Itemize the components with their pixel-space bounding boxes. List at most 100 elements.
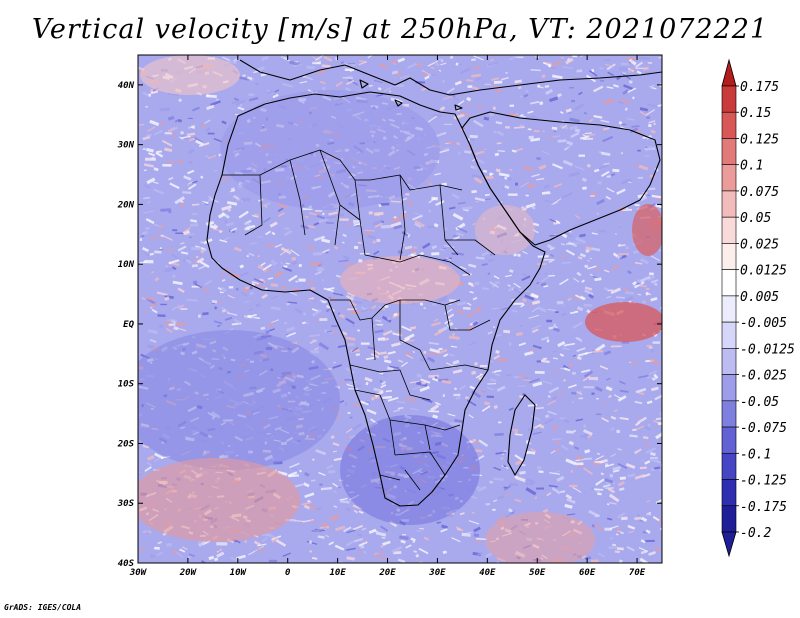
- speckle-cell: [197, 314, 201, 318]
- speckle-cell: [265, 330, 270, 335]
- speckle-cell: [304, 472, 310, 477]
- colorbar-swatch: [721, 164, 737, 192]
- speckle-cell: [248, 96, 259, 102]
- speckle-cell: [413, 245, 418, 250]
- speckle-cell: [617, 244, 626, 247]
- speckle-cell: [344, 379, 353, 381]
- speckle-cell: [257, 264, 264, 270]
- speckle-cell: [198, 142, 210, 148]
- speckle-cell: [561, 66, 574, 69]
- speckle-cell: [546, 244, 553, 250]
- speckle-cell: [451, 193, 460, 200]
- speckle-cell: [509, 269, 514, 273]
- speckle-cell: [438, 149, 450, 154]
- speckle-cell: [155, 232, 165, 239]
- speckle-cell: [600, 80, 605, 82]
- colorbar-swatch: [721, 321, 737, 349]
- lat-tick-label: 20S: [117, 439, 135, 449]
- speckle-cell: [642, 136, 647, 139]
- speckle-cell: [178, 98, 183, 103]
- speckle-cell: [304, 492, 315, 499]
- speckle-cell: [415, 553, 420, 558]
- speckle-cell: [298, 263, 302, 268]
- speckle-cell: [594, 277, 602, 282]
- speckle-cell: [438, 347, 443, 351]
- speckle-cell: [550, 450, 556, 454]
- speckle-cell: [614, 526, 623, 533]
- speckle-cell: [248, 252, 255, 257]
- speckle-cell: [346, 292, 356, 298]
- speckle-cell: [650, 376, 656, 379]
- speckle-cell: [383, 86, 392, 93]
- speckle-cell: [325, 307, 331, 313]
- speckle-cell: [629, 66, 637, 72]
- speckle-cell: [598, 164, 609, 170]
- speckle-cell: [489, 172, 494, 176]
- speckle-cell: [452, 359, 460, 365]
- speckle-cell: [645, 447, 656, 454]
- speckle-cell: [480, 390, 486, 393]
- speckle-cell: [553, 183, 563, 188]
- speckle-cell: [581, 369, 591, 373]
- speckle-cell: [474, 281, 480, 286]
- speckle-cell: [349, 69, 353, 73]
- speckle-cell: [565, 494, 573, 500]
- colorbar-label: -0.175: [740, 500, 787, 515]
- colorbar-swatch: [721, 374, 737, 402]
- speckle-cell: [442, 95, 453, 101]
- speckle-cell: [544, 85, 550, 88]
- speckle-cell: [583, 112, 587, 115]
- colorbar-swatch: [721, 138, 737, 166]
- speckle-cell: [634, 400, 643, 405]
- speckle-cell: [145, 218, 151, 222]
- speckle-cell: [311, 556, 318, 560]
- speckle-cell: [265, 243, 275, 248]
- speckle-cell: [431, 252, 440, 256]
- speckle-cell: [447, 141, 456, 146]
- speckle-cell: [441, 182, 447, 187]
- speckle-cell: [471, 511, 475, 514]
- speckle-cell: [512, 287, 521, 294]
- speckle-cell: [435, 200, 445, 206]
- speckle-cell: [655, 417, 662, 421]
- speckle-cell: [492, 325, 496, 329]
- speckle-cell: [481, 287, 489, 290]
- speckle-cell: [511, 149, 517, 153]
- speckle-cell: [226, 222, 234, 227]
- speckle-cell: [164, 147, 173, 153]
- speckle-cell: [283, 57, 291, 62]
- speckle-cell: [640, 539, 646, 544]
- speckle-cell: [592, 85, 604, 93]
- speckle-cell: [548, 326, 558, 330]
- speckle-cell: [572, 321, 583, 330]
- speckle-cell: [526, 478, 536, 484]
- speckle-cell: [525, 487, 537, 496]
- speckle-cell: [306, 65, 315, 70]
- speckle-cell: [209, 224, 218, 230]
- speckle-cell: [649, 456, 659, 460]
- speckle-cell: [170, 126, 179, 132]
- colorbar-label: 0.005: [740, 290, 779, 305]
- speckle-cell: [481, 262, 488, 267]
- speckle-cell: [282, 552, 291, 557]
- speckle-cell: [496, 142, 502, 145]
- speckle-cell: [575, 236, 586, 244]
- speckle-cell: [571, 391, 577, 395]
- speckle-cell: [635, 425, 645, 431]
- speckle-cell: [443, 247, 446, 250]
- speckle-cell: [652, 341, 660, 344]
- speckle-cell: [548, 386, 560, 394]
- speckle-cell: [514, 454, 524, 462]
- speckle-cell: [515, 182, 518, 186]
- speckle-cell: [527, 427, 532, 432]
- speckle-cell: [505, 72, 508, 74]
- speckle-cell: [504, 485, 512, 491]
- speckle-cell: [434, 328, 445, 337]
- speckle-cell: [179, 548, 186, 553]
- speckle-cell: [504, 494, 510, 497]
- speckle-cell: [521, 297, 528, 303]
- speckle-cell: [267, 277, 274, 280]
- speckle-cell: [606, 63, 616, 71]
- speckle-cell: [418, 547, 429, 555]
- speckle-cell: [584, 289, 594, 296]
